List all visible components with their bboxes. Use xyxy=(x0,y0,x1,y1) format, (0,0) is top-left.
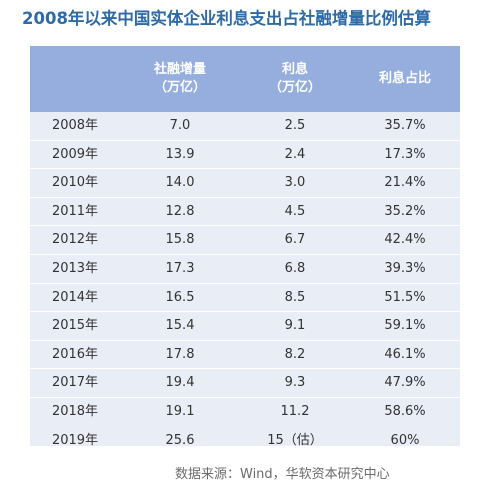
cell-social-financing: 15.4 xyxy=(165,318,195,334)
cell-year: 2019年 xyxy=(51,432,99,448)
header-interest-line1: 利息 xyxy=(281,62,308,77)
header-social-financing-line1: 社融增量 xyxy=(153,62,206,77)
cell-ratio: 59.1% xyxy=(384,318,426,334)
table-body: 2008年 7.0 2.5 35.7% 2009年 13.9 2.4 17.3%… xyxy=(30,112,460,455)
header-social-financing: 社融增量 （万亿） xyxy=(120,46,240,112)
table-header: 社融增量 （万亿） 利息 （万亿） 利息占比 xyxy=(30,46,460,112)
cell-ratio: 21.4% xyxy=(384,175,426,191)
cell-ratio: 39.3% xyxy=(384,260,426,276)
cell-social-financing: 12.8 xyxy=(165,203,195,219)
cell-interest: 9.3 xyxy=(284,375,306,391)
cell-ratio: 42.4% xyxy=(384,232,426,248)
cell-ratio: 46.1% xyxy=(384,346,426,362)
table-row: 2013年 17.3 6.8 39.3% xyxy=(30,255,460,284)
cell-social-financing: 25.6 xyxy=(165,432,195,448)
cell-year: 2009年 xyxy=(51,146,99,162)
cell-social-financing: 17.3 xyxy=(165,260,195,276)
header-social-financing-line2: （万亿） xyxy=(153,80,206,95)
cell-ratio: 35.7% xyxy=(384,118,426,133)
cell-interest: 3.0 xyxy=(284,175,306,191)
cell-social-financing: 7.0 xyxy=(169,118,191,133)
table-row: 2008年 7.0 2.5 35.7% xyxy=(30,112,460,141)
header-interest: 利息 （万亿） xyxy=(240,46,350,112)
cell-social-financing: 13.9 xyxy=(165,146,195,162)
cell-social-financing: 14.0 xyxy=(165,175,195,191)
table-row: 2017年 19.4 9.3 47.9% xyxy=(30,369,460,398)
cell-interest: 9.1 xyxy=(284,318,306,334)
cell-social-financing: 16.5 xyxy=(165,289,195,305)
cell-interest: 15（估） xyxy=(267,432,323,448)
cell-year: 2010年 xyxy=(51,175,99,191)
cell-interest: 8.5 xyxy=(284,289,306,305)
cell-interest: 6.8 xyxy=(284,260,306,276)
table-row: 2016年 17.8 8.2 46.1% xyxy=(30,341,460,370)
cell-year: 2011年 xyxy=(51,203,99,219)
cell-interest: 4.5 xyxy=(284,203,306,219)
cell-interest: 8.2 xyxy=(284,346,306,362)
cell-year: 2013年 xyxy=(51,260,99,276)
table-row: 2009年 13.9 2.4 17.3% xyxy=(30,141,460,170)
cell-ratio: 58.6% xyxy=(384,403,426,419)
chart-title: 2008年以来中国实体企业利息支出占社融增量比例估算 xyxy=(22,9,431,28)
cell-ratio: 60% xyxy=(390,432,420,448)
cell-year: 2012年 xyxy=(51,232,99,248)
data-table: 社融增量 （万亿） 利息 （万亿） 利息占比 2008年 7.0 2.5 35.… xyxy=(30,46,460,448)
table-row: 2014年 16.5 8.5 51.5% xyxy=(30,284,460,313)
table-row: 2010年 14.0 3.0 21.4% xyxy=(30,169,460,198)
cell-interest: 2.5 xyxy=(284,118,306,133)
cell-ratio: 35.2% xyxy=(384,203,426,219)
cell-year: 2017年 xyxy=(51,375,99,391)
source-note: 数据来源：Wind，华软资本研究中心 xyxy=(175,467,390,482)
table-row: 2011年 12.8 4.5 35.2% xyxy=(30,198,460,227)
cell-ratio: 17.3% xyxy=(384,146,426,162)
table-row: 2012年 15.8 6.7 42.4% xyxy=(30,226,460,255)
cell-year: 2008年 xyxy=(51,118,99,133)
cell-social-financing: 17.8 xyxy=(165,346,195,362)
cell-interest: 11.2 xyxy=(280,403,310,419)
cell-ratio: 47.9% xyxy=(384,375,426,391)
table-row: 2015年 15.4 9.1 59.1% xyxy=(30,312,460,341)
cell-ratio: 51.5% xyxy=(384,289,426,305)
table-row: 2018年 19.1 11.2 58.6% xyxy=(30,398,460,427)
cell-interest: 2.4 xyxy=(284,146,306,162)
cell-year: 2016年 xyxy=(51,346,99,362)
cell-social-financing: 19.4 xyxy=(165,375,195,391)
header-interest-line2: （万亿） xyxy=(268,80,321,95)
header-ratio-line1: 利息占比 xyxy=(378,71,431,86)
cell-year: 2015年 xyxy=(51,318,99,334)
cell-year: 2018年 xyxy=(51,403,99,419)
cell-social-financing: 19.1 xyxy=(165,403,195,419)
table-row: 2019年 25.6 15（估） 60% xyxy=(30,427,460,456)
cell-social-financing: 15.8 xyxy=(165,232,195,248)
cell-year: 2014年 xyxy=(51,289,99,305)
header-ratio: 利息占比 xyxy=(350,46,460,112)
cell-interest: 6.7 xyxy=(284,232,306,248)
